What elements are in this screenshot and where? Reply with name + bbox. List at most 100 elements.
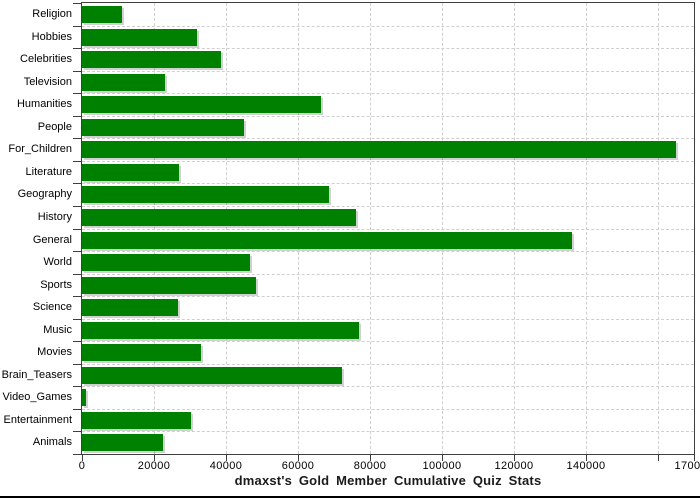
bar-music xyxy=(82,322,359,339)
vertical-gridline xyxy=(154,3,155,454)
value-axis-label-140000: 140000 xyxy=(566,460,606,472)
chart-title: dmaxst's Gold Member Cumulative Quiz Sta… xyxy=(234,473,542,488)
category-axis-tick xyxy=(73,161,81,162)
category-axis-tick xyxy=(73,71,81,72)
vertical-gridline xyxy=(658,3,659,454)
bar-celebrities xyxy=(82,51,221,68)
vertical-gridline xyxy=(586,3,587,454)
category-label-geography: Geography xyxy=(17,188,72,200)
category-label-celebrities: Celebrities xyxy=(20,53,72,65)
horizontal-gridline xyxy=(82,296,694,297)
category-axis-tick xyxy=(73,296,81,297)
category-label-general: General xyxy=(32,234,72,246)
plot-area xyxy=(81,2,695,455)
horizontal-gridline xyxy=(82,386,694,387)
value-axis-tick xyxy=(226,455,227,461)
value-axis-tick xyxy=(154,455,155,461)
category-label-religion: Religion xyxy=(32,8,72,20)
horizontal-gridline xyxy=(82,71,694,72)
category-label-people: People xyxy=(37,121,72,133)
category-axis-tick xyxy=(73,229,81,230)
value-axis-tick xyxy=(514,455,515,461)
horizontal-gridline xyxy=(82,206,694,207)
category-axis-tick xyxy=(73,319,81,320)
bottom-border-line xyxy=(0,496,700,498)
horizontal-gridline xyxy=(82,229,694,230)
bar-hobbies xyxy=(82,29,197,46)
category-axis-tick xyxy=(73,251,81,252)
value-axis-tick xyxy=(694,455,695,461)
bar-humanities xyxy=(82,96,321,113)
category-axis-tick xyxy=(73,48,81,49)
bar-animals xyxy=(82,434,163,451)
category-axis-tick xyxy=(73,206,81,207)
bar-entertainment xyxy=(82,412,191,429)
bar-geography xyxy=(82,186,329,203)
horizontal-gridline xyxy=(82,116,694,117)
vertical-gridline xyxy=(226,3,227,454)
category-axis-tick xyxy=(73,116,81,117)
category-label-music: Music xyxy=(43,324,72,336)
value-axis-label-40000: 40000 xyxy=(209,460,243,472)
horizontal-gridline xyxy=(82,138,694,139)
bar-brain_teasers xyxy=(82,367,342,384)
category-axis-tick xyxy=(73,454,81,455)
vertical-gridline xyxy=(298,3,299,454)
category-label-hobbies: Hobbies xyxy=(31,31,72,43)
value-axis-label-20000: 20000 xyxy=(137,460,171,472)
category-label-video_games: Video_Games xyxy=(2,391,72,403)
category-axis-tick xyxy=(73,138,81,139)
value-axis-tick xyxy=(82,455,83,461)
category-axis-tick xyxy=(73,341,81,342)
horizontal-gridline xyxy=(82,364,694,365)
value-axis-label-80000: 80000 xyxy=(353,460,387,472)
horizontal-gridline xyxy=(82,183,694,184)
bar-religion xyxy=(82,6,122,23)
value-axis-tick xyxy=(442,455,443,461)
category-label-history: History xyxy=(37,211,72,223)
value-axis-tick xyxy=(298,455,299,461)
bar-people xyxy=(82,119,244,136)
horizontal-gridline xyxy=(82,409,694,410)
value-axis-label-120000: 120000 xyxy=(494,460,534,472)
value-axis-tick xyxy=(586,455,587,461)
category-label-movies: Movies xyxy=(37,346,72,358)
bar-literature xyxy=(82,164,179,181)
vertical-gridline xyxy=(370,3,371,454)
value-axis-label-170000: 170000 xyxy=(674,460,700,472)
horizontal-gridline xyxy=(82,431,694,432)
category-axis-tick xyxy=(73,386,81,387)
horizontal-gridline xyxy=(82,251,694,252)
category-label-science: Science xyxy=(32,301,72,313)
category-label-sports: Sports xyxy=(40,279,72,291)
category-label-animals: Animals xyxy=(32,436,72,448)
bar-world xyxy=(82,254,250,271)
vertical-gridline xyxy=(514,3,515,454)
bar-television xyxy=(82,74,165,91)
horizontal-gridline xyxy=(82,161,694,162)
bar-sports xyxy=(82,277,256,294)
horizontal-gridline xyxy=(82,26,694,27)
value-axis-label-0: 0 xyxy=(78,460,86,472)
horizontal-gridline xyxy=(82,274,694,275)
horizontal-gridline xyxy=(82,319,694,320)
category-axis-tick xyxy=(73,364,81,365)
category-label-entertainment: Entertainment xyxy=(3,414,72,426)
vertical-gridline xyxy=(442,3,443,454)
bar-for_children xyxy=(82,141,676,158)
value-axis-tick xyxy=(370,455,371,461)
value-axis-tick xyxy=(658,455,659,461)
category-axis-tick xyxy=(73,183,81,184)
category-axis-tick xyxy=(73,274,81,275)
category-label-for_children: For_Children xyxy=(8,143,72,155)
value-axis-label-60000: 60000 xyxy=(281,460,315,472)
bar-general xyxy=(82,232,572,249)
category-axis-tick xyxy=(73,26,81,27)
category-axis-tick xyxy=(73,409,81,410)
bar-science xyxy=(82,299,178,316)
category-label-literature: Literature xyxy=(25,166,72,178)
bar-movies xyxy=(82,344,201,361)
value-axis-label-100000: 100000 xyxy=(422,460,462,472)
bar-history xyxy=(82,209,356,226)
